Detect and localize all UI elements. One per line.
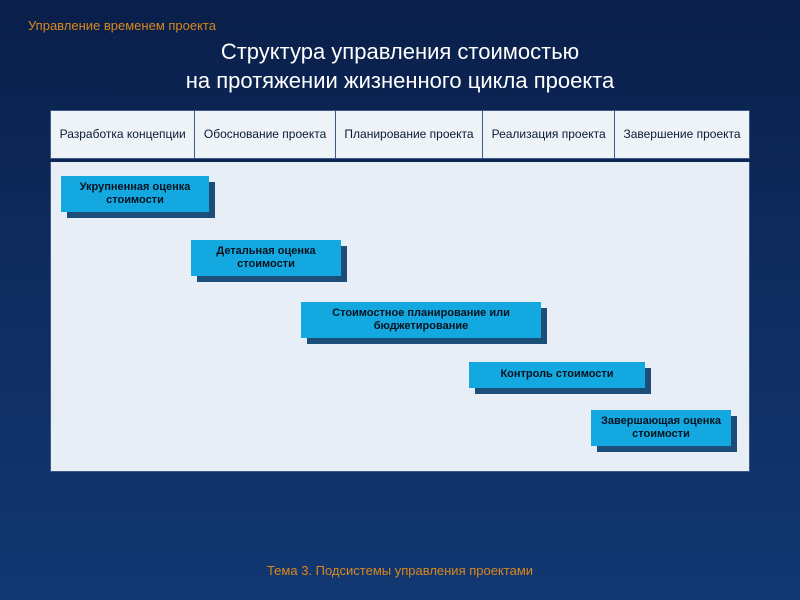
phase-cell: Разработка концепции [51,111,195,159]
phase-cell: Реализация проекта [483,111,615,159]
gantt-bar: Укрупненная оценка стоимости [61,176,209,212]
gantt-bar: Детальная оценка стоимости [191,240,341,276]
gantt-bar: Завершающая оценка стоимости [591,410,731,446]
slide-title: Структура управления стоимостью на протя… [0,38,800,95]
phase-cell: Завершение проекта [615,111,750,159]
title-line-1: Структура управления стоимостью [221,39,579,64]
gantt-chart-area: Укрупненная оценка стоимости Детальная оц… [50,162,750,472]
section-header: Управление временем проекта [28,18,216,33]
phase-header-row: Разработка концепции Обоснование проекта… [51,111,750,159]
slide-footer: Тема 3. Подсистемы управления проектами [0,563,800,578]
gantt-bar: Стоимостное планирование или бюджетирова… [301,302,541,338]
phase-cell: Обоснование проекта [195,111,335,159]
phase-header-table: Разработка концепции Обоснование проекта… [50,110,750,159]
gantt-bar: Контроль стоимости [469,362,645,388]
title-line-2: на протяжении жизненного цикла проекта [186,68,615,93]
phase-cell: Планирование проекта [335,111,482,159]
